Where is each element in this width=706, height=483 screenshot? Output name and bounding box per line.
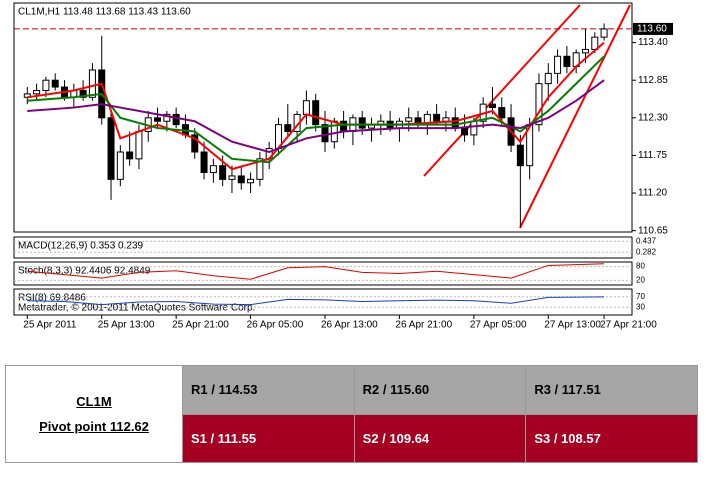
x-tick-label: 26 Apr 05:00 bbox=[247, 320, 304, 331]
trend-line bbox=[519, 4, 631, 229]
cell: S2 / 109.64 bbox=[353, 413, 527, 463]
candle-body bbox=[107, 117, 115, 180]
candle-body bbox=[544, 72, 552, 85]
candle-body bbox=[172, 113, 180, 126]
candle-body bbox=[116, 151, 124, 180]
candle-body bbox=[284, 124, 292, 132]
candle-body bbox=[340, 120, 348, 132]
rsi-panel bbox=[13, 288, 633, 316]
candle-body bbox=[228, 175, 236, 180]
indicator-line bbox=[27, 296, 605, 306]
x-tick-label: 25 Apr 13:00 bbox=[98, 320, 155, 331]
cell: R3 / 117.51 bbox=[525, 365, 698, 415]
candle-body bbox=[516, 144, 524, 167]
cell: S1 / 111.55 bbox=[182, 413, 355, 463]
candle-body bbox=[191, 134, 199, 153]
trend-line bbox=[423, 4, 581, 177]
y-tick-label: 110.65 bbox=[638, 225, 668, 236]
candle-body bbox=[302, 100, 310, 115]
panel-tick-label: 20 bbox=[636, 276, 645, 285]
moving-average bbox=[27, 79, 605, 154]
candle-body bbox=[23, 93, 31, 98]
x-tick-label: 26 Apr 13:00 bbox=[321, 320, 378, 331]
stoch-panel bbox=[13, 261, 633, 286]
pivot: Pivot point 112.62 bbox=[39, 419, 149, 434]
macd-panel bbox=[13, 236, 633, 259]
last-price-box bbox=[633, 22, 673, 35]
candle-body bbox=[358, 117, 366, 129]
candle-body bbox=[237, 175, 245, 184]
candle-body bbox=[470, 120, 478, 136]
candle-body bbox=[563, 55, 571, 68]
panel-title: RSI(8) 69.8486 bbox=[18, 293, 86, 304]
panel-tick-label: 0.437 bbox=[636, 237, 657, 246]
candle-body bbox=[42, 79, 50, 91]
candle-body bbox=[312, 100, 320, 126]
candle-body bbox=[461, 127, 469, 136]
candle-body bbox=[554, 55, 562, 74]
x-tick-label: 25 Apr 21:00 bbox=[172, 320, 229, 331]
moving-average bbox=[27, 41, 605, 171]
candle-body bbox=[451, 117, 459, 129]
symbol: CL1M bbox=[76, 394, 112, 409]
panel-tick-label: 80 bbox=[636, 262, 645, 271]
panel-tick-label: 30 bbox=[636, 302, 645, 311]
panel-title: Stoch(8,3,3) 92.4406 92.4849 bbox=[18, 266, 151, 277]
y-tick-label: 111.75 bbox=[638, 150, 668, 161]
candle-body bbox=[200, 151, 208, 174]
cell: R2 / 115.60 bbox=[353, 365, 527, 415]
candle-body bbox=[126, 151, 134, 160]
symbol-cell: CL1M Pivot point 112.62 bbox=[5, 365, 183, 463]
x-tick-label: 27 Apr 13:00 bbox=[544, 320, 601, 331]
candle-body bbox=[247, 178, 255, 184]
candle-body bbox=[209, 165, 217, 174]
panel-tick-label: 0.282 bbox=[636, 247, 657, 256]
x-tick-label: 25 Apr 2011 bbox=[23, 320, 77, 331]
copyright: Metatrader, © 2001-2011 MetaQuotes Softw… bbox=[18, 303, 255, 314]
y-tick-label: 112.85 bbox=[638, 75, 668, 86]
y-tick-label: 111.20 bbox=[638, 188, 668, 199]
cell: S3 / 108.57 bbox=[525, 413, 698, 463]
candle-body bbox=[488, 103, 496, 109]
candle-body bbox=[79, 89, 87, 98]
candle-body bbox=[33, 89, 41, 95]
candle-body bbox=[321, 124, 329, 143]
candle-body bbox=[433, 113, 441, 122]
last-price-label: 113.60 bbox=[637, 24, 667, 35]
candle-body bbox=[219, 165, 227, 180]
chart: CL1M,H1 113.48 113.68 113.43 113.60 MACD… bbox=[13, 2, 673, 331]
panel-title: MACD(12,26,9) 0.353 0.239 bbox=[18, 241, 144, 252]
indicator-line bbox=[27, 263, 605, 280]
cell: R1 / 114.53 bbox=[182, 365, 355, 415]
candle-body bbox=[163, 113, 171, 122]
candle-body bbox=[135, 130, 143, 160]
x-tick-label: 27 Apr 05:00 bbox=[470, 320, 527, 331]
candle-body bbox=[498, 107, 506, 119]
main-panel bbox=[13, 2, 633, 233]
y-tick-label: 113.40 bbox=[638, 37, 668, 48]
candle-body bbox=[535, 83, 543, 126]
candle-body bbox=[600, 28, 608, 38]
candle-body bbox=[581, 48, 589, 54]
candle-body bbox=[256, 158, 264, 180]
candle-body bbox=[154, 117, 162, 122]
candle-body bbox=[88, 69, 96, 98]
x-tick-label: 26 Apr 21:00 bbox=[395, 320, 452, 331]
y-tick-label: 112.30 bbox=[638, 112, 668, 123]
panel-tick-label: 70 bbox=[636, 292, 645, 301]
pivot-table: CL1M Pivot point 112.62 R1 / 114.53 R2 / 1… bbox=[5, 365, 698, 463]
candle-body bbox=[405, 117, 413, 122]
candle-body bbox=[51, 79, 59, 88]
x-tick-label: 27 Apr 21:00 bbox=[600, 320, 657, 331]
chart-title: CL1M,H1 113.48 113.68 113.43 113.60 bbox=[18, 7, 191, 18]
